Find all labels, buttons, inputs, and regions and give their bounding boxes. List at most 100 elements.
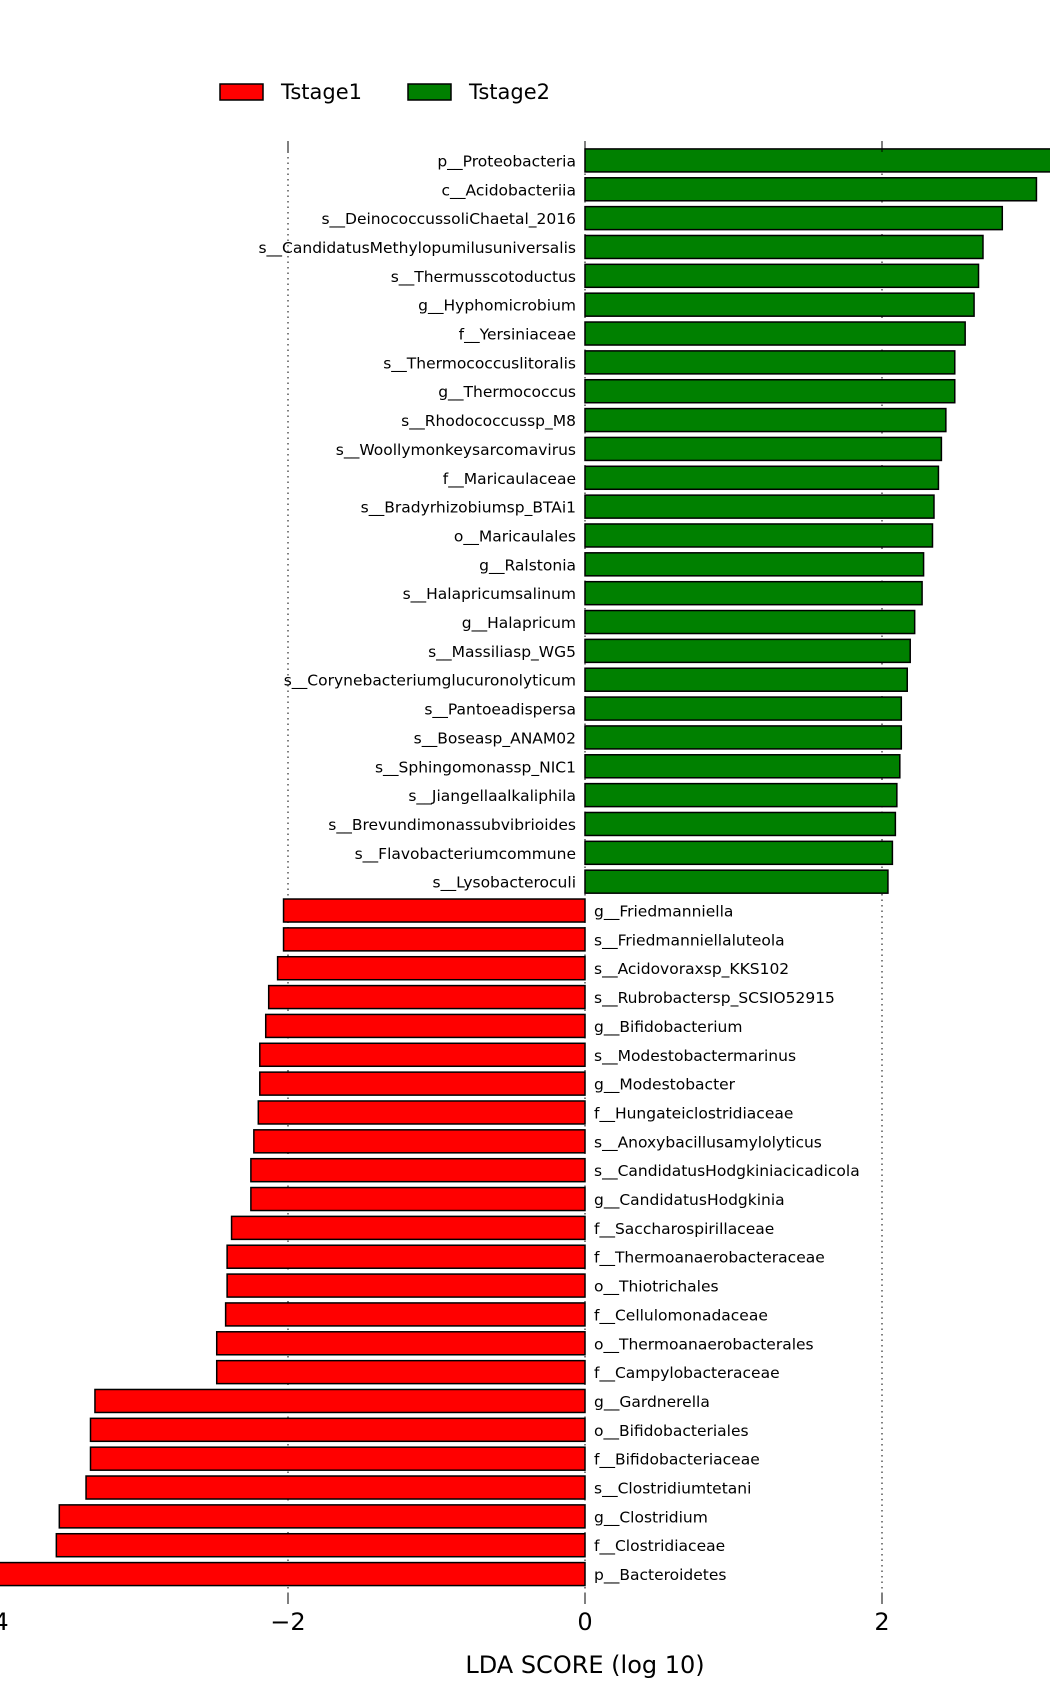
bar-37 xyxy=(230,1215,586,1241)
bar-label-15: s__Halapricumsalinum xyxy=(403,585,576,604)
bar-label-7: s__Thermococcuslitoralis xyxy=(383,354,576,373)
bar-labels-layer: p__Proteobacteria c__Acidobacteriia s__Dei… xyxy=(258,152,859,1585)
legend-label-0: Tstage1 xyxy=(280,80,362,104)
bar-label-43: g__Gardnerella xyxy=(594,1393,710,1412)
bar-17 xyxy=(584,638,911,664)
bar-label-23: s__Brevundimonassubvibrioides xyxy=(328,816,576,835)
bar-label-6: f__Yersiniaceae xyxy=(459,326,576,345)
bar-label-35: s__CandidatusHodgkiniacicadicola xyxy=(594,1162,860,1181)
bar-label-39: o__Thiotrichales xyxy=(594,1278,719,1297)
bar-49 xyxy=(0,1561,586,1587)
bar-label-11: f__Maricaulaceae xyxy=(443,470,576,489)
bar-20 xyxy=(584,725,903,750)
legend-swatch-0 xyxy=(219,83,264,101)
x-tick-label-2: 0 xyxy=(577,1608,592,1636)
bar-4 xyxy=(584,263,980,289)
bar-label-8: g__Thermococcus xyxy=(438,383,576,402)
bar-label-38: f__Thermoanaerobacteraceae xyxy=(594,1249,825,1268)
bar-38 xyxy=(226,1244,586,1269)
bar-label-2: s__DeinococcussoliChaetal_2016 xyxy=(321,210,576,229)
x-axis: −4−2024 xyxy=(0,141,890,1636)
bar-label-49: p__Bacteroidetes xyxy=(594,1566,727,1585)
bar-48 xyxy=(55,1532,586,1558)
bar-28 xyxy=(276,955,586,981)
bar-label-13: o__Maricaulales xyxy=(454,527,576,546)
bar-label-47: g__Clostridium xyxy=(594,1508,708,1527)
bar-9 xyxy=(584,407,947,433)
bar-23 xyxy=(584,811,897,837)
bar-label-45: f__Bifidobacteriaceae xyxy=(594,1451,760,1470)
bar-10 xyxy=(584,436,943,462)
legend-swatch-1 xyxy=(407,83,452,101)
bar-15 xyxy=(584,580,923,606)
bar-label-26: g__Friedmanniella xyxy=(594,903,733,922)
bar-label-18: s__Corynebacteriumglucuronolyticum xyxy=(284,672,576,691)
bar-18 xyxy=(584,667,908,692)
bar-25 xyxy=(584,869,889,894)
bar-47 xyxy=(58,1504,586,1529)
bar-2 xyxy=(584,205,1004,231)
bar-12 xyxy=(584,494,935,519)
bar-label-46: s__Clostridiumtetani xyxy=(594,1480,751,1499)
bar-11 xyxy=(584,465,940,491)
x-tick-label-1: −2 xyxy=(270,1608,305,1636)
bar-42 xyxy=(215,1359,586,1385)
bar-label-10: s__Woollymonkeysarcomavirus xyxy=(336,441,576,460)
bar-36 xyxy=(250,1186,586,1212)
bar-label-1: c__Acidobacteriia xyxy=(442,181,576,200)
bar-label-36: g__CandidatusHodgkinia xyxy=(594,1191,785,1210)
bar-label-20: s__Boseasp_ANAM02 xyxy=(414,729,576,748)
bar-39 xyxy=(226,1273,586,1298)
legend-label-1: Tstage2 xyxy=(468,80,550,104)
bar-3 xyxy=(584,234,984,260)
bar-22 xyxy=(584,782,898,808)
bar-33 xyxy=(257,1100,586,1125)
bar-32 xyxy=(259,1071,586,1096)
x-axis-label: LDA SCORE (log 10) xyxy=(465,1651,704,1679)
bar-label-19: s__Pantoeadispersa xyxy=(424,701,576,720)
bar-label-16: g__Halapricum xyxy=(462,614,576,633)
bar-45 xyxy=(89,1446,586,1471)
bar-21 xyxy=(584,754,901,779)
bar-label-17: s__Massiliasp_WG5 xyxy=(428,643,576,662)
bar-label-27: s__Friedmanniellaluteola xyxy=(594,931,785,950)
bar-label-21: s__Sphingomonassp_NIC1 xyxy=(375,758,576,777)
bar-label-44: o__Bifidobacteriales xyxy=(594,1422,749,1441)
bar-7 xyxy=(584,350,956,375)
bar-label-48: f__Clostridiaceae xyxy=(594,1537,725,1556)
bar-6 xyxy=(584,321,966,346)
bar-label-14: g__Ralstonia xyxy=(479,556,576,575)
bar-label-0: p__Proteobacteria xyxy=(437,152,576,171)
bar-label-42: f__Campylobacteraceae xyxy=(594,1364,780,1383)
bar-label-9: s__Rhodococcussp_M8 xyxy=(401,412,576,431)
bar-1 xyxy=(584,177,1038,202)
bar-43 xyxy=(94,1388,586,1414)
bars-layer xyxy=(0,148,1050,1587)
bar-label-34: s__Anoxybacillusamylolyticus xyxy=(594,1133,822,1152)
bar-31 xyxy=(259,1042,586,1068)
bar-label-40: f__Cellulomonadaceae xyxy=(594,1306,768,1325)
bar-26 xyxy=(282,898,586,923)
bar-label-3: s__CandidatusMethylopumilusuniversalis xyxy=(258,239,576,258)
bar-label-5: g__Hyphomicrobium xyxy=(418,297,576,316)
bar-29 xyxy=(267,984,586,1010)
bar-24 xyxy=(584,840,894,866)
bar-8 xyxy=(584,378,956,404)
bar-label-41: o__Thermoanaerobacterales xyxy=(594,1335,814,1354)
bar-41 xyxy=(215,1331,586,1356)
bar-label-31: s__Modestobactermarinus xyxy=(594,1047,796,1066)
bar-label-30: g__Bifidobacterium xyxy=(594,1018,742,1037)
x-tick-label-3: 2 xyxy=(874,1608,889,1636)
bar-44 xyxy=(89,1417,586,1443)
bar-label-25: s__Lysobacteroculi xyxy=(433,874,576,893)
bar-label-33: f__Hungateiclostridiaceae xyxy=(594,1104,793,1123)
bar-27 xyxy=(282,927,586,952)
bar-34 xyxy=(253,1129,586,1154)
bar-19 xyxy=(584,696,903,721)
bar-13 xyxy=(584,523,934,548)
bar-label-22: s__Jiangellaalkaliphila xyxy=(408,787,576,806)
bar-label-24: s__Flavobacteriumcommune xyxy=(355,845,576,864)
x-tick-label-0: −4 xyxy=(0,1608,9,1636)
